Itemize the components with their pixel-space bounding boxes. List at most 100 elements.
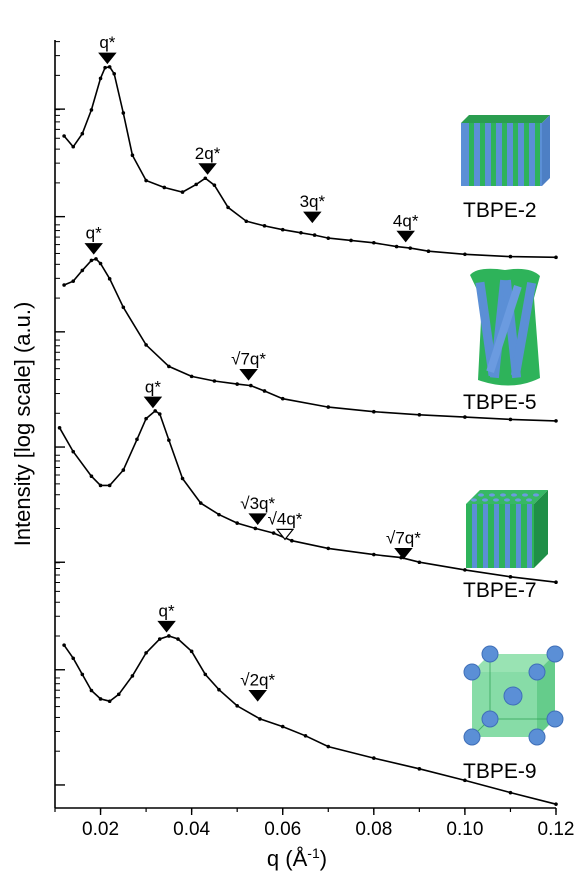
- filled-triangle-marker: [84, 243, 103, 255]
- data-point: [194, 182, 198, 187]
- data-point: [226, 205, 230, 210]
- data-point: [463, 252, 467, 257]
- data-point: [508, 575, 513, 579]
- hexagonal-cylinders-icon: [466, 490, 548, 568]
- data-point: [130, 153, 135, 157]
- series-tbpe-5: [62, 257, 558, 423]
- x-tick-label: 0.12: [538, 819, 575, 840]
- data-point: [326, 546, 331, 551]
- x-tick-label: 0.02: [82, 819, 119, 840]
- data-point: [103, 65, 107, 70]
- data-point: [372, 552, 376, 557]
- data-point: [57, 426, 62, 430]
- filled-triangle-marker: [157, 620, 176, 633]
- data-point: [89, 258, 94, 263]
- data-point: [212, 183, 217, 187]
- data-point: [71, 449, 76, 454]
- peak-marker: √2q*: [240, 671, 275, 702]
- data-point: [98, 261, 103, 266]
- data-point: [144, 416, 148, 421]
- x-tick-label: 0.06: [264, 819, 301, 840]
- data-point: [80, 131, 85, 136]
- peak-label: √7q*: [231, 350, 266, 369]
- data-point: [280, 724, 285, 729]
- data-point: [426, 249, 431, 253]
- data-point: [144, 343, 148, 347]
- peak-marker: q*: [84, 224, 103, 255]
- data-point: [372, 756, 376, 760]
- data-point: [198, 501, 203, 505]
- filled-triangle-marker: [303, 211, 322, 224]
- data-point: [554, 419, 558, 423]
- data-point: [167, 364, 171, 369]
- peak-marker: q*: [98, 33, 117, 65]
- data-point: [235, 521, 239, 525]
- peak-label: q*: [99, 33, 115, 52]
- data-point: [280, 396, 285, 401]
- data-point: [249, 383, 253, 388]
- data-point: [463, 778, 467, 783]
- data-point: [349, 238, 353, 243]
- sample-label-tbpe-2: TBPE-2: [463, 199, 537, 222]
- data-point: [144, 178, 148, 183]
- data-point: [554, 255, 558, 260]
- peak-marker: q*: [157, 602, 176, 633]
- y-axis-ticks: [55, 41, 65, 786]
- data-point: [326, 236, 331, 240]
- data-point: [290, 538, 294, 543]
- peak-label: √4q*: [268, 509, 303, 528]
- peak-marker: q*: [143, 377, 163, 409]
- data-point: [89, 108, 94, 112]
- data-point: [312, 233, 317, 237]
- data-point: [258, 717, 262, 721]
- data-point: [94, 257, 98, 261]
- data-point: [135, 437, 139, 442]
- data-point: [180, 190, 185, 194]
- data-point: [121, 305, 126, 310]
- series-tbpe-7: [57, 409, 558, 585]
- sample-label-tbpe-7: TBPE-7: [463, 579, 537, 602]
- data-series: [57, 65, 558, 806]
- filled-triangle-marker: [239, 369, 258, 381]
- data-point: [189, 374, 194, 379]
- data-point: [299, 230, 303, 235]
- data-point: [417, 767, 422, 771]
- data-point: [244, 219, 249, 224]
- data-point: [217, 687, 221, 692]
- peak-annotations: q* 2q* 3q* 4q* q* √7q* q* √3q*√4q* √7q* q* √2q*: [84, 33, 421, 702]
- peak-marker: √7q*: [231, 350, 266, 381]
- data-point: [62, 643, 66, 647]
- x-tick-label: 0.04: [173, 819, 210, 840]
- filled-triangle-marker: [143, 396, 163, 409]
- data-point: [98, 483, 103, 488]
- sample-label-tbpe-9: TBPE-9: [463, 760, 537, 783]
- data-point: [167, 438, 171, 442]
- peak-label: q*: [159, 602, 175, 621]
- data-point: [130, 674, 135, 678]
- data-point: [107, 483, 112, 488]
- y-axis-label: Intensity [log scale] (a.u.): [10, 302, 35, 547]
- peak-label: 4q*: [393, 211, 419, 230]
- data-point: [157, 637, 162, 641]
- peak-marker: 4q*: [393, 211, 419, 243]
- data-point: [189, 649, 194, 654]
- data-point: [71, 144, 76, 149]
- peak-label: √7q*: [386, 529, 421, 548]
- data-point: [262, 389, 267, 393]
- filled-triangle-marker: [394, 547, 413, 560]
- data-point: [372, 240, 376, 245]
- data-point: [554, 580, 558, 585]
- peak-marker: 2q*: [195, 144, 221, 175]
- data-point: [62, 134, 66, 138]
- filled-triangle-marker: [248, 690, 267, 702]
- data-point: [153, 409, 157, 413]
- sample-label-tbpe-5: TBPE-5: [463, 391, 537, 414]
- data-point: [89, 474, 94, 479]
- data-point: [176, 637, 180, 641]
- data-point: [107, 277, 112, 281]
- data-point: [71, 656, 76, 661]
- peak-label: √2q*: [240, 671, 275, 690]
- filled-triangle-marker: [248, 513, 267, 525]
- open-triangle-marker: [275, 528, 295, 541]
- data-point: [98, 76, 103, 81]
